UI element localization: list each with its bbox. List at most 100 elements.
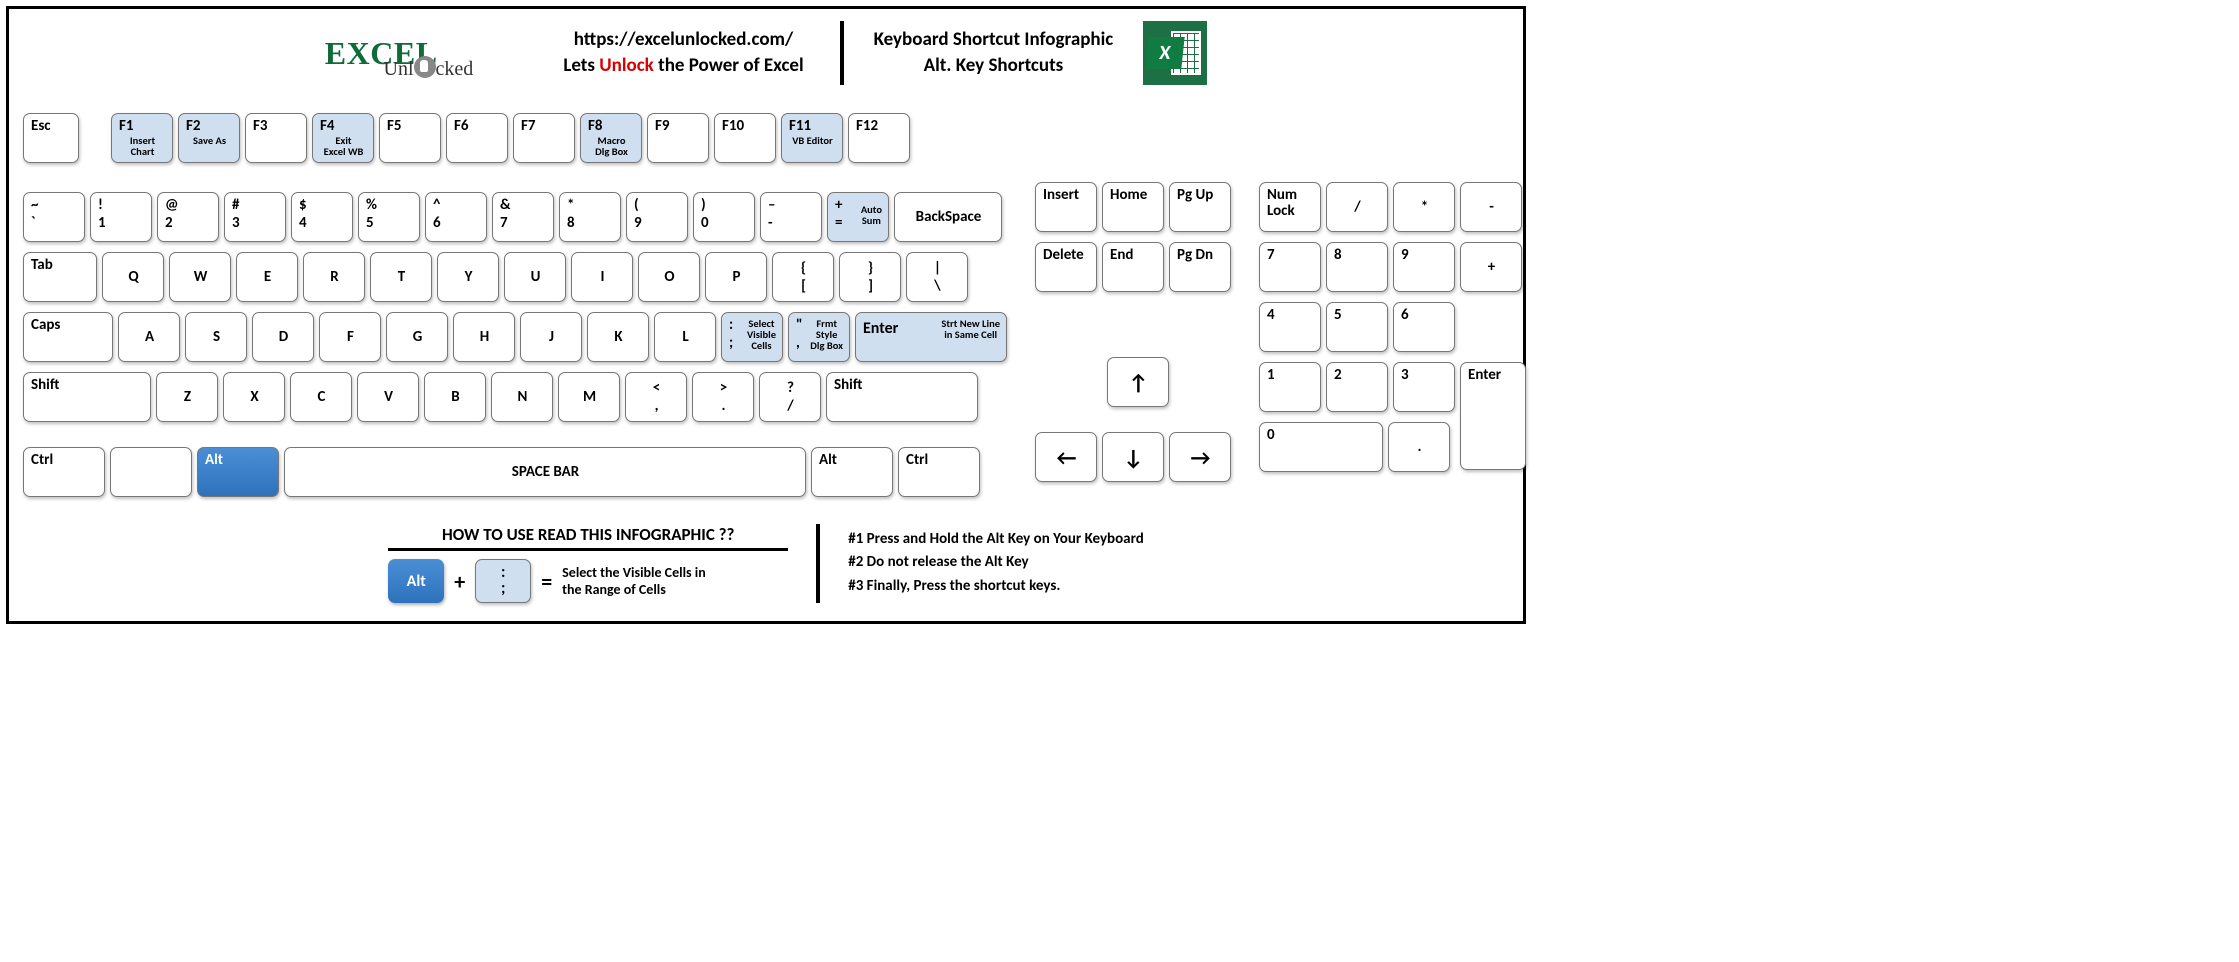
header: EXCEL Unlcked https://excelunlocked.com/…: [23, 21, 1509, 85]
ctrl-row: CtrlAltSPACE BARAltCtrl: [23, 447, 980, 497]
--key: $4: [291, 192, 353, 242]
tab-key: Tab: [23, 252, 97, 302]
--key: *: [1393, 182, 1455, 232]
q-key: Q: [102, 252, 164, 302]
e-key: E: [236, 252, 298, 302]
t-key: T: [370, 252, 432, 302]
numpad-zero-key: 0: [1259, 422, 1383, 472]
esc-key: Esc: [23, 113, 79, 163]
nav-cluster: InsertHomePg Up DeleteEndPg Dn ↑ ←↓→: [1035, 113, 1231, 487]
pg-dn-key: Pg Dn: [1169, 242, 1231, 292]
--key: -: [1460, 182, 1522, 232]
numpad-row-top: Num Lock/*-: [1259, 182, 1526, 232]
equals-icon: =: [541, 568, 552, 595]
a-key: A: [118, 312, 180, 362]
plus-icon: +: [454, 568, 465, 595]
--key: ?/: [759, 372, 821, 422]
key-key: [110, 447, 192, 497]
header-title: Keyboard Shortcut Infographic Alt. Key S…: [862, 27, 1126, 78]
8-key: 8: [1326, 242, 1388, 292]
k-key: K: [587, 312, 649, 362]
legend-shortcut-key: : ;: [475, 559, 531, 603]
qwerty-row-z: ShiftZXCVBNM<,>.?/Shift: [23, 372, 1007, 422]
f12-key: F12: [848, 113, 910, 163]
l-key: L: [654, 312, 716, 362]
1-key: 1: [1259, 362, 1321, 412]
f5-key: F5: [379, 113, 441, 163]
--key: )0: [693, 192, 755, 242]
6-key: 6: [1393, 302, 1455, 352]
header-separator: [840, 21, 844, 85]
--key: @2: [157, 192, 219, 242]
--key: }]: [839, 252, 901, 302]
--key: ←: [1035, 432, 1097, 482]
--key: :;Select Visible Cells: [721, 312, 783, 362]
s-key: S: [185, 312, 247, 362]
logo-sub: Unlcked: [384, 53, 474, 81]
f11-key: F11VB Editor: [781, 113, 843, 163]
--key: %5: [358, 192, 420, 242]
caps-key: Caps: [23, 312, 113, 362]
--key: ",Frmt Style Dlg Box: [788, 312, 850, 362]
u-key: U: [504, 252, 566, 302]
o-key: O: [638, 252, 700, 302]
keyboard: EscF1Insert ChartF2Save AsF3F4Exit Excel…: [23, 113, 1509, 502]
r-key: R: [303, 252, 365, 302]
2-key: 2: [1326, 362, 1388, 412]
delete-key: Delete: [1035, 242, 1097, 292]
--key: –-: [760, 192, 822, 242]
--key: +=Auto Sum: [827, 192, 889, 242]
nav-row-1: InsertHomePg Up: [1035, 182, 1231, 232]
i-key: I: [571, 252, 633, 302]
4-key: 4: [1259, 302, 1321, 352]
f1-key: F1Insert Chart: [111, 113, 173, 163]
infographic-page: EXCEL Unlcked https://excelunlocked.com/…: [6, 6, 1526, 624]
f-key: F: [319, 312, 381, 362]
--key: (9: [626, 192, 688, 242]
w-key: W: [169, 252, 231, 302]
pg-up-key: Pg Up: [1169, 182, 1231, 232]
footer-separator: [816, 524, 820, 603]
numpad-plus-key: +: [1460, 242, 1522, 292]
--key: !1: [90, 192, 152, 242]
--key: #3: [224, 192, 286, 242]
arrow-up-key: ↑: [1107, 357, 1169, 407]
j-key: J: [520, 312, 582, 362]
numpad-row-bottom: 0 .: [1259, 422, 1455, 472]
qwerty-row-a: CapsASDFGHJKL:;Select Visible Cells",Frm…: [23, 312, 1007, 362]
--key: ~`: [23, 192, 85, 242]
h-key: H: [453, 312, 515, 362]
home-key: Home: [1102, 182, 1164, 232]
legend-row: Alt + : ; = Select the Visible Cells in …: [388, 559, 788, 603]
7-key: 7: [1259, 242, 1321, 292]
steps: #1 Press and Hold the Alt Key on Your Ke…: [848, 524, 1144, 603]
enter-key: EnterStrt New Line in Same Cell: [855, 312, 1007, 362]
legend-caption: Select the Visible Cells in the Range of…: [562, 564, 706, 599]
--key: <,: [625, 372, 687, 422]
num-lock-key: Num Lock: [1259, 182, 1321, 232]
n-key: N: [491, 372, 553, 422]
b-key: B: [424, 372, 486, 422]
footer: HOW TO USE READ THIS INFOGRAPHIC ?? Alt …: [23, 524, 1509, 603]
backspace-key: BackSpace: [894, 192, 1002, 242]
numpad-row-123-enter: 123 0 . Enter: [1259, 362, 1526, 477]
z-key: Z: [156, 372, 218, 422]
step-2: #2 Do not release the Alt Key: [848, 551, 1144, 574]
insert-key: Insert: [1035, 182, 1097, 232]
alt-key: Alt: [197, 447, 279, 497]
f4-key: F4Exit Excel WB: [312, 113, 374, 163]
number-row: ~`!1@2#3$4%5^6&7*8(9)0–-+=Auto SumBackSp…: [23, 192, 1007, 242]
logo: EXCEL Unlcked: [325, 35, 528, 72]
numpad-cluster: Num Lock/*- 789 + 456 123 0 . Enter: [1259, 113, 1526, 477]
arrow-row: ←↓→: [1035, 432, 1231, 482]
f9-key: F9: [647, 113, 709, 163]
c-key: C: [290, 372, 352, 422]
howto-title: HOW TO USE READ THIS INFOGRAPHIC ??: [388, 524, 788, 551]
--key: /: [1326, 182, 1388, 232]
lock-icon: [414, 56, 436, 78]
--key: |\: [906, 252, 968, 302]
shift-key: Shift: [826, 372, 978, 422]
d-key: D: [252, 312, 314, 362]
--key: {[: [772, 252, 834, 302]
--key: &7: [492, 192, 554, 242]
